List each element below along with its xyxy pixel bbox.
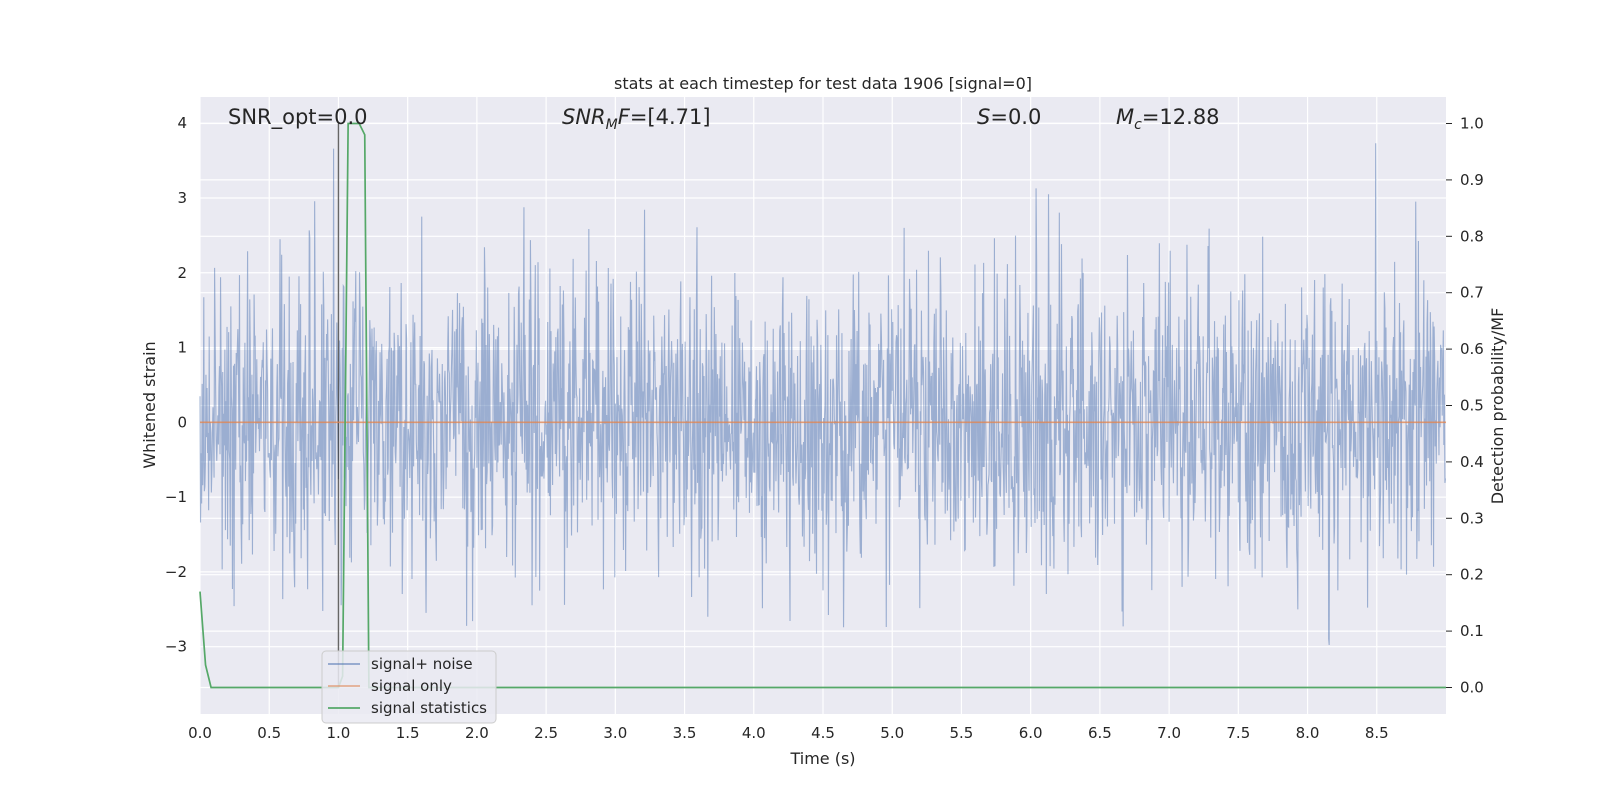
legend-label-signal-noise: signal+ noise [371, 655, 473, 673]
x-tick-label: 1.0 [327, 724, 351, 742]
annotation-snr-mf-tail: F [618, 105, 631, 129]
y-axis-label: Whitened strain [140, 341, 159, 468]
y-tick-label: −1 [165, 488, 187, 506]
x-tick-label: 6.5 [1088, 724, 1112, 742]
y-tick-label: 0 [177, 413, 187, 431]
y-tick-label: 1 [177, 339, 187, 357]
annotation-mc-main: M [1116, 105, 1134, 129]
axes: 0.0 0.5 1.0 1.5 2.0 2.5 3.0 3.5 4.0 4.5 5.0 5.5 6.0 6… [165, 114, 1484, 742]
annotation-snr-mf: SNRMF=[4.71] [562, 105, 711, 133]
x-tick-label: 8.0 [1296, 724, 1320, 742]
x-tick-label: 6.0 [1019, 724, 1043, 742]
y-right-tick-label: 0.1 [1460, 622, 1484, 640]
annotation-mc-sub: c [1134, 117, 1142, 133]
signal-noise-series [199, 143, 1447, 645]
x-tick-label: 0.0 [188, 724, 212, 742]
y-right-tick-label: 0.7 [1460, 284, 1484, 302]
y-tick-label: 4 [177, 114, 187, 132]
y-axis-right-label: Detection probability/MF [1488, 308, 1507, 505]
legend-label-signal-only: signal only [371, 677, 452, 695]
x-tick-label: 5.0 [880, 724, 904, 742]
y-right-tick-label: 0.4 [1460, 453, 1484, 471]
y-right-tick-label: 1.0 [1460, 115, 1484, 133]
y-right-tick-label: 0.3 [1460, 509, 1484, 527]
x-tick-label: 1.5 [396, 724, 420, 742]
annotation-mc: Mc=12.88 [1116, 105, 1220, 133]
legend: signal+ noise signal only signal statist… [321, 650, 497, 724]
annotation-snr-mf-main: SNR [562, 105, 606, 129]
x-axis-label: Time (s) [789, 749, 855, 768]
y-right-tick-label: 0.9 [1460, 171, 1484, 189]
annotation-s: S=0.0 [977, 105, 1041, 129]
x-tick-label: 2.0 [465, 724, 489, 742]
x-tick-label: 3.5 [673, 724, 697, 742]
annotation-mc-value: =12.88 [1142, 105, 1220, 129]
legend-label-signal-statistics: signal statistics [371, 699, 487, 717]
legend-box [321, 650, 497, 724]
y-tick-label: −2 [165, 563, 187, 581]
y-tick-label: −3 [165, 638, 187, 656]
y-tick-label: 3 [177, 189, 187, 207]
series-line-signal-noise [199, 143, 1447, 645]
annotation-snr-opt: SNR_opt=0.0 [228, 105, 368, 130]
x-tick-label: 8.5 [1365, 724, 1389, 742]
x-tick-label: 7.0 [1157, 724, 1181, 742]
annotation-s-value: =0.0 [990, 105, 1041, 129]
x-tick-label: 5.5 [950, 724, 974, 742]
annotation-snr-mf-value: =[4.71] [630, 105, 711, 129]
y-right-tick-label: 0.2 [1460, 566, 1484, 584]
x-tick-label: 4.0 [742, 724, 766, 742]
x-tick-label: 0.5 [257, 724, 281, 742]
y-right-tick-label: 0.5 [1460, 397, 1484, 415]
x-tick-label: 3.0 [603, 724, 627, 742]
x-tick-label: 7.5 [1226, 724, 1250, 742]
x-tick-label: 4.5 [811, 724, 835, 742]
y-right-tick-label: 0.6 [1460, 340, 1484, 358]
annotation-snr-mf-sub: M [606, 117, 618, 133]
y-right-tick-label: 0.8 [1460, 227, 1484, 245]
y-right-tick-label: 0.0 [1460, 678, 1484, 696]
chart-title: stats at each timestep for test data 190… [614, 74, 1032, 93]
annotation-s-label: S [977, 105, 990, 129]
y-tick-label: 2 [177, 264, 187, 282]
x-tick-label: 2.5 [534, 724, 558, 742]
